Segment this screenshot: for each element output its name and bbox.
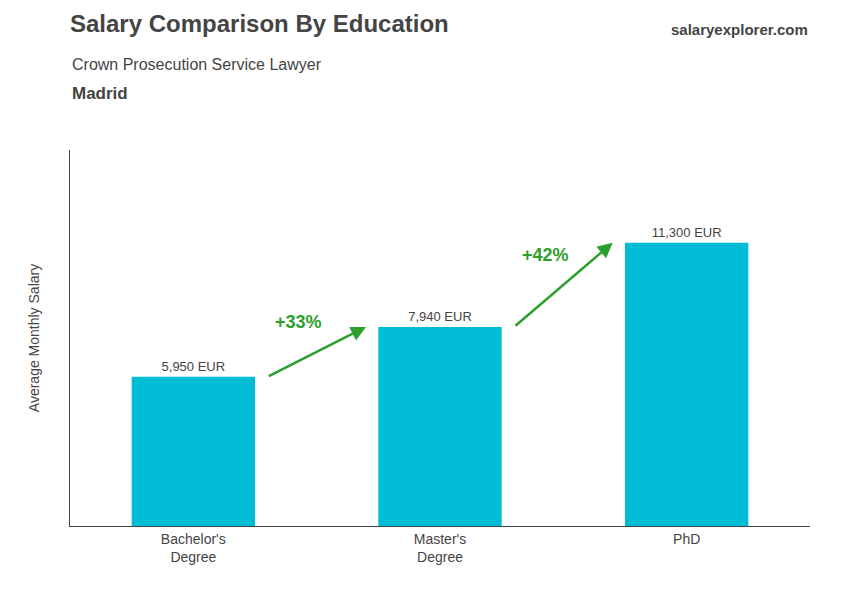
svg-text:Bachelor'sDegree: Bachelor'sDegree [161, 531, 226, 565]
svg-text:+33%: +33% [275, 312, 322, 332]
svg-text:5,950 EUR: 5,950 EUR [162, 359, 226, 374]
svg-text:PhD: PhD [673, 531, 700, 547]
svg-text:Average Monthly Salary: Average Monthly Salary [26, 264, 42, 412]
svg-text:Master'sDegree: Master'sDegree [414, 531, 466, 565]
svg-text:Crown Prosecution Service Lawy: Crown Prosecution Service Lawyer [72, 56, 322, 73]
svg-text:salaryexplorer.com: salaryexplorer.com [671, 21, 808, 38]
svg-text:+42%: +42% [522, 245, 569, 265]
svg-text:11,300 EUR: 11,300 EUR [652, 225, 722, 240]
svg-text:Salary Comparison By Education: Salary Comparison By Education [70, 10, 449, 37]
svg-text:7,940 EUR: 7,940 EUR [408, 309, 472, 324]
svg-text:Madrid: Madrid [72, 84, 128, 103]
